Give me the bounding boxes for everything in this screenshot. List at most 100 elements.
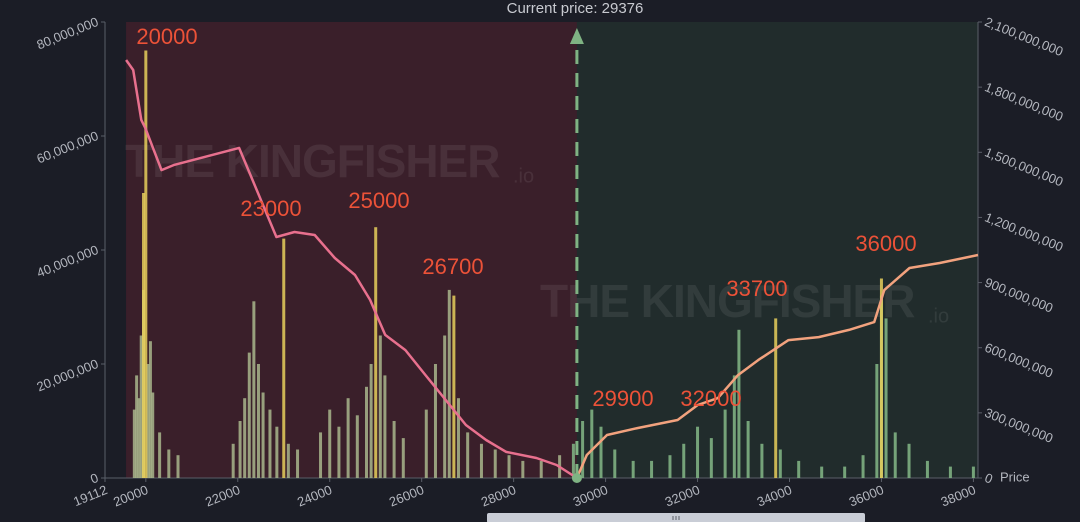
bar [296, 449, 300, 478]
bar [139, 335, 143, 478]
bar [861, 455, 865, 478]
x-axis-label: Price [1000, 469, 1030, 484]
bar [948, 466, 952, 478]
bar [337, 426, 341, 478]
bar [238, 421, 242, 478]
bar [893, 432, 897, 478]
bar [843, 466, 847, 478]
bar [328, 409, 332, 478]
bar [374, 227, 378, 478]
shading [126, 22, 978, 478]
bar [493, 449, 497, 478]
annotation: 26700 [422, 254, 483, 279]
bar [925, 460, 929, 478]
bar [282, 238, 286, 478]
bar [346, 398, 350, 478]
bar [424, 409, 428, 478]
bar [723, 409, 727, 478]
bar [369, 364, 373, 478]
bar [774, 318, 778, 478]
bar [797, 460, 801, 478]
bar [443, 335, 447, 478]
bar [760, 443, 764, 478]
bar [146, 364, 150, 478]
bar [456, 398, 460, 478]
watermark: THE KINGFISHER [540, 275, 915, 327]
annotation: 20000 [136, 24, 197, 49]
bar [571, 443, 575, 478]
bar [401, 438, 405, 478]
area-shade [576, 22, 978, 478]
bar [243, 398, 247, 478]
current-price-dot [571, 473, 582, 483]
bar [507, 455, 511, 478]
bar [613, 449, 617, 478]
bar [709, 438, 713, 478]
bar [252, 301, 256, 478]
chart-title: Current price: 29376 [507, 0, 644, 17]
annotation: 25000 [348, 188, 409, 213]
bar [590, 409, 594, 478]
watermarks: THE KINGFISHER .io THE KINGFISHER .io [125, 135, 949, 327]
bar [142, 193, 146, 478]
bar [875, 364, 879, 478]
bar [737, 329, 741, 478]
bar [447, 289, 451, 478]
bar [319, 432, 323, 478]
annotation: 32000 [680, 386, 741, 411]
bar [539, 460, 543, 478]
bar [971, 466, 975, 478]
bar [907, 443, 911, 478]
bar [151, 392, 155, 478]
annotation: 36000 [855, 231, 916, 256]
bar [378, 335, 382, 478]
annotation: 29900 [592, 386, 653, 411]
area-shade [126, 22, 577, 478]
bar [884, 318, 888, 478]
bar [148, 341, 152, 478]
bar [599, 426, 603, 478]
bar [581, 421, 585, 478]
bar [286, 443, 290, 478]
bar [521, 460, 525, 478]
bar [144, 50, 148, 478]
bar [268, 409, 272, 478]
bar [365, 386, 369, 478]
bar [879, 278, 883, 478]
bar [392, 421, 396, 478]
watermark-suffix: .io [928, 305, 949, 327]
bar [682, 443, 686, 478]
bar [631, 460, 635, 478]
bar [158, 432, 162, 478]
bar [696, 426, 700, 478]
bar [132, 409, 136, 478]
bar [275, 426, 279, 478]
line [575, 253, 979, 479]
bar [167, 449, 171, 478]
bar [433, 364, 437, 478]
bar [732, 375, 736, 478]
bar [452, 295, 456, 478]
bar [247, 352, 251, 478]
watermark-suffix: .io [513, 165, 534, 187]
bar [256, 364, 260, 478]
annotation: 23000 [240, 196, 301, 221]
bar [746, 421, 750, 478]
current-price-arrow [569, 28, 584, 44]
bar [820, 466, 824, 478]
watermark: THE KINGFISHER [125, 135, 500, 187]
bar [231, 443, 235, 478]
bar [466, 432, 470, 478]
bar [355, 415, 359, 478]
bar [479, 443, 483, 478]
bar [261, 392, 265, 478]
bar [778, 449, 782, 478]
bar [176, 455, 180, 478]
bar [135, 375, 139, 478]
line [125, 59, 578, 480]
bar [650, 460, 654, 478]
bar [383, 375, 387, 478]
annotation: 33700 [726, 276, 787, 301]
